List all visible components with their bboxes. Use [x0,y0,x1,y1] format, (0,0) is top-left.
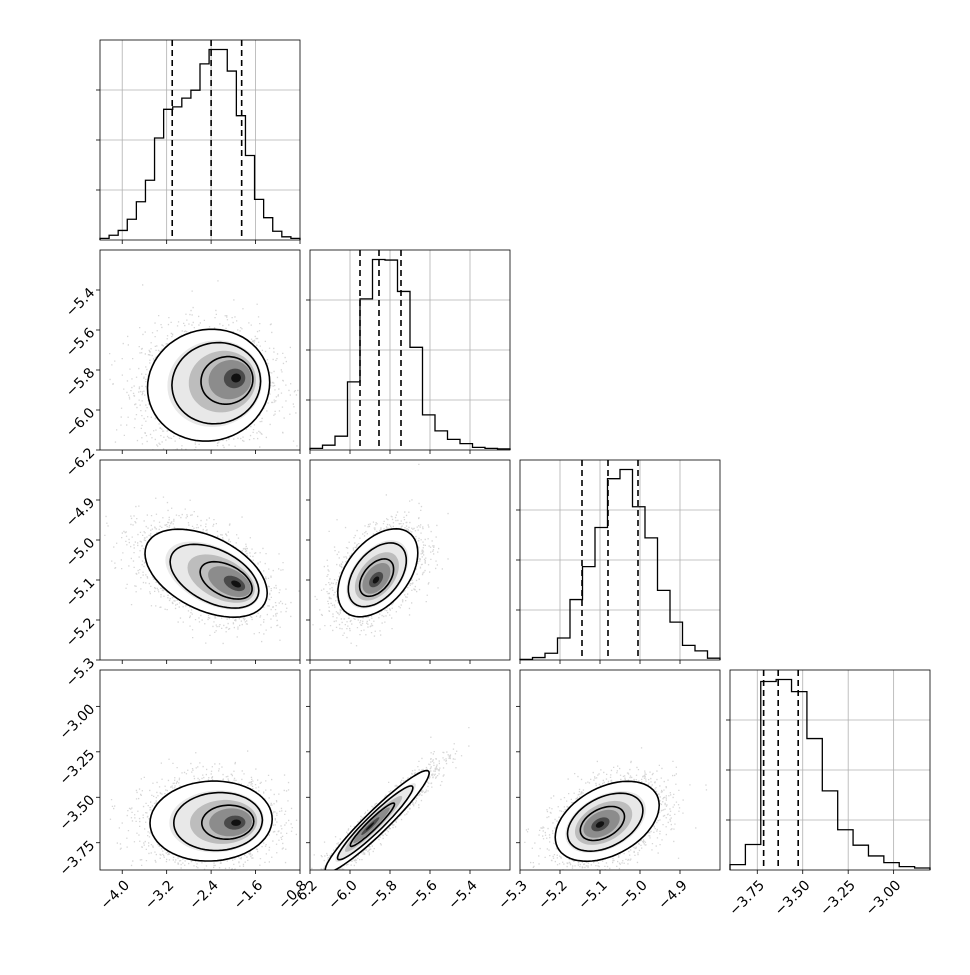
y-tick-label: −3.00 [57,701,99,743]
x-tick-label: −5.6 [405,877,440,912]
histogram-panel-3 [726,669,931,874]
scatter-panel-3-2 [516,669,721,874]
scatter-panel-inner [109,750,298,870]
density-fill [231,819,241,826]
x-tick-label: −4.0 [98,877,133,912]
scatter-panel-2-0 [96,459,301,664]
contour-line [347,542,408,608]
scatter-panel-3-0 [96,669,301,874]
scatter-points [100,280,299,450]
histogram-frame [309,249,511,451]
x-tick-label: −3.00 [863,877,905,919]
x-tick-label: −5.0 [615,877,650,912]
histogram-panel-1 [306,249,511,454]
contour-line [146,328,271,442]
scatter-frame [519,669,721,871]
contour-line [169,543,260,609]
x-tick-label: −3.2 [142,877,177,912]
scatter-frame [309,669,511,871]
density-fill [372,576,380,584]
scatter-frame [99,459,301,661]
contour-line [200,804,255,840]
x-tick-label: −5.2 [535,877,570,912]
x-tick-label: −3.50 [772,877,814,919]
x-tick-label: −6.2 [285,877,320,912]
scatter-panel-inner [312,463,449,647]
histogram-frame [519,459,721,661]
y-tick-label: −3.25 [57,747,99,789]
density-fill [595,821,605,828]
scatter-panel-3-1 [306,669,511,874]
scatter-panel-inner [311,727,470,870]
x-tick-label: −5.4 [445,877,480,912]
histogram-steps [99,48,301,240]
contour-line [144,528,269,619]
x-tick-label: −3.75 [726,877,768,919]
scatter-frame [99,669,301,871]
y-tick-label: −5.8 [63,365,98,400]
x-tick-label: −3.25 [817,877,859,919]
contour-line [199,560,253,600]
contour-line [358,558,395,598]
scatter-panel-1-0 [96,249,301,454]
y-tick-label: −5.3 [63,655,98,690]
contour-line [349,802,396,848]
y-tick-label: −6.2 [63,445,98,480]
y-tick-label: −6.0 [63,405,98,440]
x-tick-label: −1.6 [231,877,266,912]
y-tick-label: −5.4 [63,285,98,320]
scatter-points [311,727,470,870]
contour-line [554,780,661,863]
histogram-panel-0 [96,39,301,244]
density-fill [365,822,375,831]
contour-line [579,805,626,842]
x-tick-label: −5.1 [575,877,610,912]
y-tick-label: −3.50 [57,792,99,834]
histogram-steps [309,258,511,450]
histogram-steps [729,678,931,870]
contour-line [171,341,262,425]
contour-line [566,792,644,853]
y-tick-label: −4.9 [63,495,98,530]
histogram-frame [729,669,931,871]
x-tick-label: −6.0 [325,877,360,912]
y-tick-label: −5.1 [63,575,98,610]
y-tick-label: −3.75 [57,838,99,880]
scatter-panel-inner [104,496,300,645]
y-tick-label: −5.6 [63,325,98,360]
contour-line [200,355,254,405]
contour-line [149,780,274,862]
x-tick-label: −5.3 [495,877,530,912]
x-tick-label: −5.8 [365,877,400,912]
x-tick-label: −4.9 [655,877,690,912]
y-tick-label: −5.0 [63,535,98,570]
density-fill [231,580,241,588]
scatter-frame [309,459,511,661]
scatter-panel-inner [524,747,708,870]
y-tick-label: −5.2 [63,615,98,650]
density-fill [231,373,241,383]
contour-line [336,785,414,861]
contour-line [336,527,419,618]
contour-line [172,791,264,852]
x-tick-label: −2.4 [187,877,222,912]
histogram-panel-2 [516,459,721,664]
scatter-panel-2-1 [306,459,511,664]
scatter-frame [99,249,301,451]
scatter-panel-inner [100,280,299,450]
histogram-frame [99,39,301,241]
histogram-steps [519,468,721,661]
